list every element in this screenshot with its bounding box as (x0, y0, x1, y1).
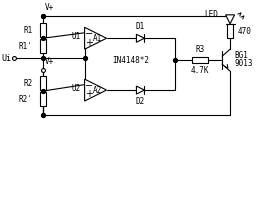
FancyBboxPatch shape (40, 23, 46, 37)
Text: 470: 470 (238, 27, 252, 36)
Text: V+: V+ (45, 57, 54, 66)
Text: R1: R1 (23, 26, 33, 35)
Text: R1': R1' (19, 42, 33, 51)
FancyBboxPatch shape (192, 57, 208, 63)
Text: LED: LED (204, 10, 218, 19)
Text: IN4148*2: IN4148*2 (112, 56, 149, 65)
Text: 4.7K: 4.7K (191, 66, 209, 75)
Polygon shape (225, 15, 235, 24)
Polygon shape (136, 86, 144, 94)
Polygon shape (136, 34, 144, 42)
Text: BG1: BG1 (234, 51, 248, 60)
Text: 9013: 9013 (234, 59, 253, 68)
FancyBboxPatch shape (40, 92, 46, 106)
FancyBboxPatch shape (227, 24, 233, 38)
Text: Ui: Ui (2, 54, 12, 63)
Text: A2: A2 (93, 86, 102, 95)
Text: R2: R2 (23, 78, 33, 88)
Text: A1: A1 (93, 34, 102, 43)
Text: −: − (85, 29, 93, 39)
Polygon shape (85, 27, 107, 49)
Text: +: + (85, 89, 93, 99)
Text: V+: V+ (45, 3, 54, 12)
Text: U2: U2 (71, 84, 80, 93)
Text: U1: U1 (71, 32, 80, 41)
Text: D1: D1 (136, 22, 145, 31)
Text: −: − (85, 81, 93, 91)
Text: R3: R3 (196, 45, 205, 54)
Polygon shape (85, 79, 107, 101)
FancyBboxPatch shape (40, 76, 46, 90)
Text: +: + (85, 38, 93, 48)
FancyBboxPatch shape (40, 39, 46, 53)
Text: R2': R2' (19, 95, 33, 103)
Text: D2: D2 (136, 97, 145, 106)
